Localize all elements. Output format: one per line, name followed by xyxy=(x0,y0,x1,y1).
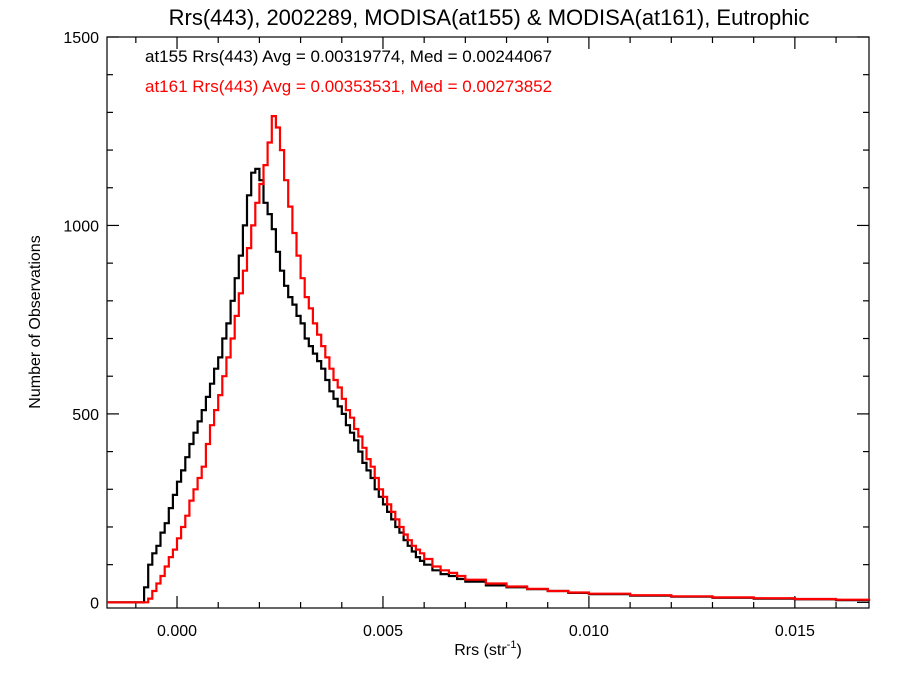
x-axis-label: Rrs (str-1) xyxy=(454,639,522,659)
y-axis: 0 500 1000 1500 xyxy=(63,30,869,612)
x-tick-label: 0.010 xyxy=(569,623,609,640)
legend-entry-at161: at161 Rrs(443) Avg = 0.00353531, Med = 0… xyxy=(145,77,552,96)
series-line-at161 xyxy=(107,115,871,604)
y-tick-label: 500 xyxy=(72,407,99,424)
x-tick-label: 0.005 xyxy=(363,623,403,640)
x-axis: 0.000 0.005 0.010 0.015 xyxy=(135,37,837,640)
series-layer xyxy=(107,115,871,604)
series-line-at155 xyxy=(107,167,871,604)
y-tick-label: 1000 xyxy=(63,218,99,235)
plot-frame xyxy=(106,36,870,609)
x-tick-label: 0.000 xyxy=(157,623,197,640)
x-tick-label: 0.015 xyxy=(775,623,815,640)
y-tick-label: 1500 xyxy=(63,30,99,47)
legend-entry-at155: at155 Rrs(443) Avg = 0.00319774, Med = 0… xyxy=(145,47,552,66)
chart-title: Rrs(443), 2002289, MODISA(at155) & MODIS… xyxy=(169,5,810,30)
y-axis-label: Number of Observations xyxy=(27,235,44,408)
y-tick-label: 0 xyxy=(90,595,99,612)
